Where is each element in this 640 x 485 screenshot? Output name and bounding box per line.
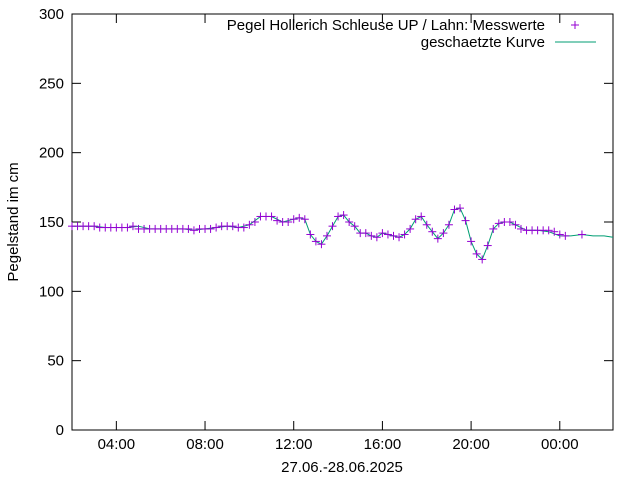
data-point: [483, 241, 492, 250]
data-point: [395, 233, 404, 242]
y-axis-label: Pegelstand im cm: [5, 162, 22, 281]
data-point: [516, 224, 525, 233]
data-point: [184, 224, 193, 233]
plot-frame: [71, 13, 614, 431]
data-point: [450, 205, 459, 214]
data-point: [250, 218, 259, 226]
data-point: [128, 222, 137, 231]
x-tick-label: 00:00: [541, 436, 579, 453]
y-tick-label: 150: [39, 214, 64, 231]
data-point: [339, 211, 348, 220]
data-point: [428, 227, 437, 236]
y-tick-label: 300: [39, 6, 64, 23]
data-point: [361, 229, 370, 238]
data-point: [433, 234, 442, 243]
data-point: [444, 220, 453, 229]
data-point: [489, 224, 498, 233]
data-point: [456, 204, 465, 213]
data-point: [311, 237, 320, 246]
y-tick-label: 250: [39, 75, 64, 92]
data-point: [289, 215, 298, 224]
data-point: [123, 223, 132, 232]
data-point: [411, 215, 420, 224]
data-point: [245, 220, 254, 229]
data-point: [317, 240, 326, 249]
data-point: [511, 220, 520, 229]
data-point: [478, 255, 487, 264]
measured-points-layer: [68, 204, 586, 264]
data-point: [555, 230, 564, 239]
x-tick-label: 20:00: [452, 436, 490, 453]
y-axis-ticks: 0 50 100 150 200 250 300: [39, 6, 613, 439]
data-point: [505, 218, 514, 226]
data-point: [206, 224, 215, 233]
data-point: [300, 215, 309, 224]
data-point: [550, 227, 559, 236]
x-axis-ticks: 04:00 08:00 12:00 16:00 20:00 00:00: [98, 14, 579, 453]
data-point: [494, 219, 503, 228]
x-tick-label: 12:00: [275, 436, 313, 453]
data-point: [383, 230, 392, 239]
data-point: [239, 223, 248, 232]
data-point: [400, 230, 409, 239]
data-point: [273, 216, 282, 225]
legend: Pegel Hollerich Schleuse UP / Lahn: Mess…: [227, 17, 596, 51]
data-point: [372, 233, 381, 242]
data-point: [461, 216, 470, 225]
legend-label-estimated: geschaetzte Kurve: [421, 34, 545, 51]
data-point: [212, 223, 221, 232]
y-tick-label: 100: [39, 283, 64, 300]
data-point: [417, 212, 426, 221]
data-point: [406, 224, 415, 233]
data-point: [467, 237, 476, 246]
data-point: [328, 222, 337, 231]
data-point: [350, 222, 359, 231]
y-tick-label: 0: [56, 422, 64, 439]
data-point: [577, 230, 586, 239]
x-axis-label: 27.06.-28.06.2025: [281, 459, 403, 476]
data-point: [561, 231, 570, 240]
data-point: [334, 212, 343, 221]
data-point: [544, 226, 553, 235]
data-point: [472, 249, 481, 258]
data-point: [378, 229, 387, 238]
data-point: [367, 231, 376, 240]
data-point: [345, 218, 354, 226]
data-point: [389, 231, 398, 240]
y-tick-label: 50: [47, 353, 64, 370]
legend-label-measured: Pegel Hollerich Schleuse UP / Lahn: Mess…: [227, 17, 545, 34]
legend-marker-measured: [571, 21, 579, 29]
data-point: [422, 220, 431, 229]
data-point: [90, 222, 99, 231]
data-point: [267, 212, 276, 221]
x-tick-label: 16:00: [364, 436, 402, 453]
x-tick-label: 04:00: [98, 436, 136, 453]
data-point: [284, 218, 293, 226]
data-point: [228, 222, 237, 231]
x-tick-label: 08:00: [186, 436, 224, 453]
data-point: [439, 229, 448, 238]
data-point: [306, 230, 315, 239]
y-tick-label: 200: [39, 145, 64, 162]
data-point: [189, 226, 198, 235]
data-point: [322, 231, 331, 240]
data-point: [295, 213, 304, 222]
